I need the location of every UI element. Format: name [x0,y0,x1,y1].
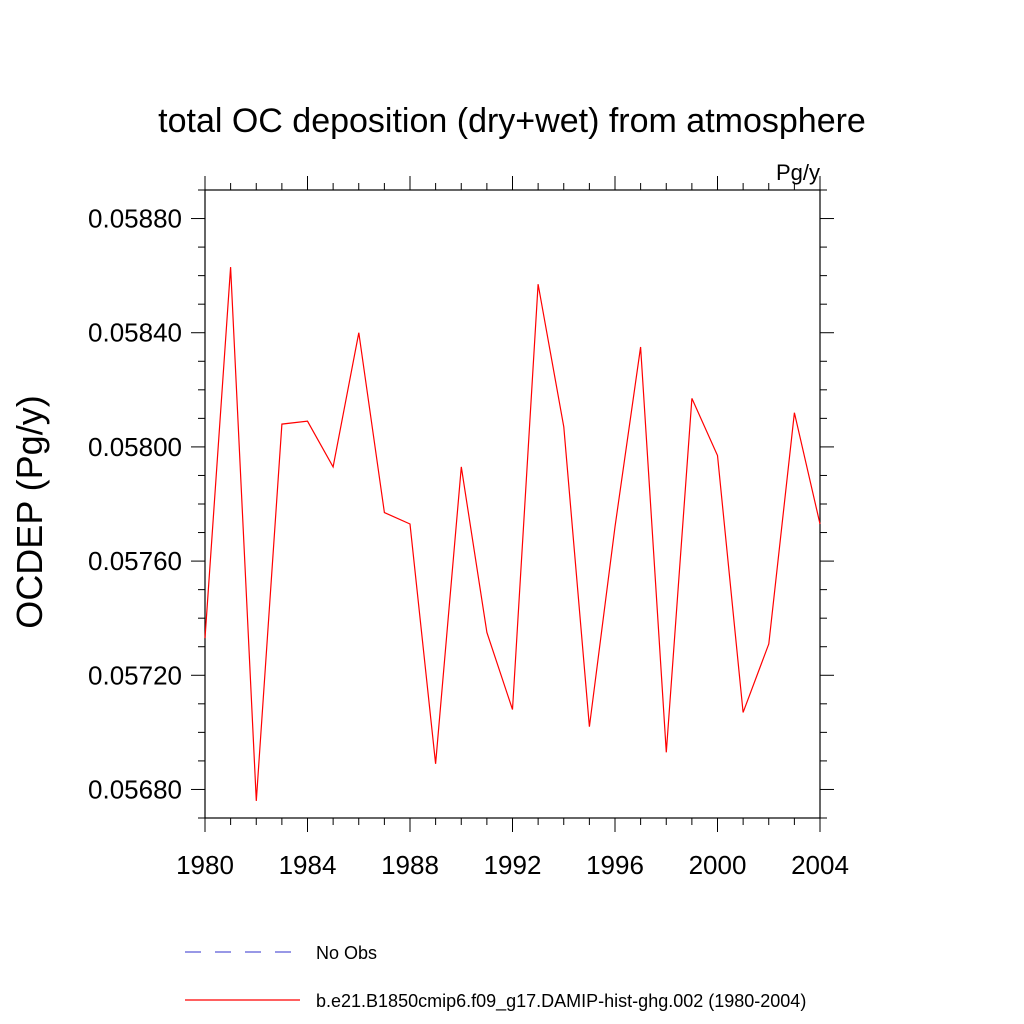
chart-title: total OC deposition (dry+wet) from atmos… [158,102,866,140]
y-tick-label: 0.05880 [88,204,182,234]
x-tick-label: 2000 [689,850,747,880]
legend: No Obs b.e21.B1850cmip6.f09_g17.DAMIP-his… [185,943,806,1012]
x-tick-label: 1980 [176,850,234,880]
y-axis-label: OCDEP (Pg/y) [9,395,50,628]
x-axis: 1980 1984 1988 1992 1996 2000 2004 [176,176,849,880]
x-tick-label: 1992 [484,850,542,880]
y-tick-label: 0.05720 [88,660,182,690]
plot-frame [204,189,821,819]
y-tick-label: 0.05760 [88,546,182,576]
legend-label: b.e21.B1850cmip6.f09_g17.DAMIP-hist-ghg.… [316,991,806,1012]
y-axis: 0.05680 0.05720 0.05760 0.05800 0.05840 0.058… [88,189,834,819]
y-tick-label: 0.05680 [88,774,182,804]
x-tick-label: 2004 [791,850,849,880]
series-layer [204,267,821,801]
x-tick-label: 1984 [279,850,337,880]
units-label: Pg/y [776,160,820,185]
y-tick-label: 0.05840 [88,318,182,348]
x-tick-label: 1996 [586,850,644,880]
legend-label: No Obs [316,943,377,963]
series-line [204,267,821,801]
y-tick-label: 0.05800 [88,432,182,462]
x-tick-label: 1988 [381,850,439,880]
